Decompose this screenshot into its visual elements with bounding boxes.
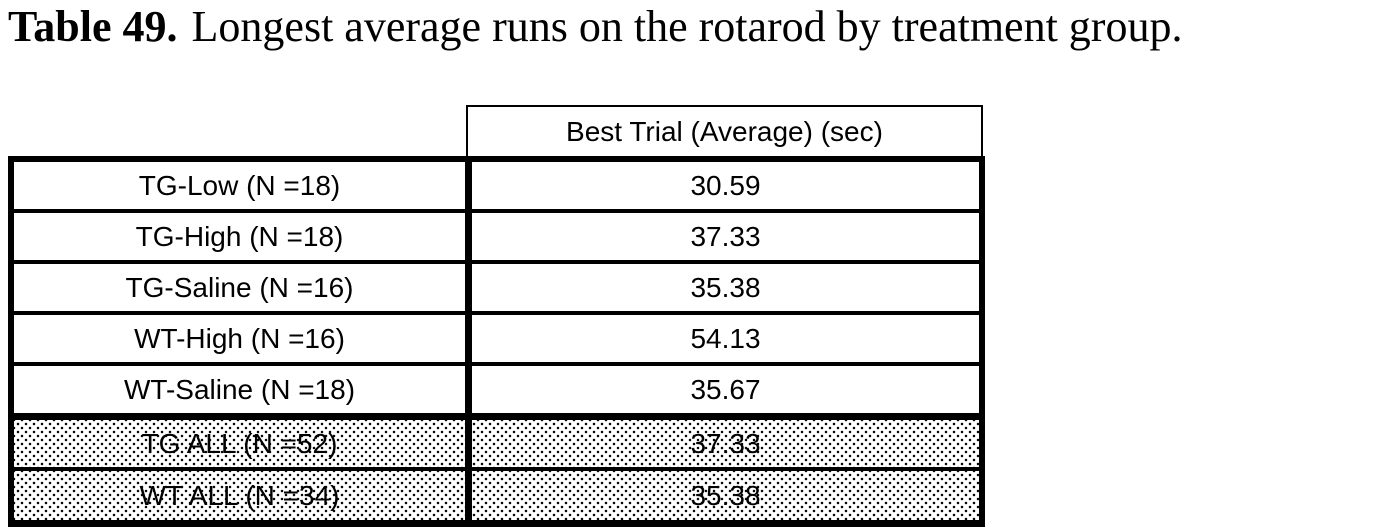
group-cell: WT-High (N =16): [134, 322, 345, 354]
table-caption-number: Table 49.: [8, 2, 178, 51]
value-cell: 35.38: [465, 264, 979, 311]
table-row-summary: TG ALL (N =52) 37.33: [14, 413, 979, 467]
value-cell: 37.33: [465, 213, 979, 260]
group-cell: WT-Saline (N =18): [123, 373, 356, 405]
table-row: TG-Saline (N =16) 35.38: [14, 260, 979, 311]
table-row: TG-High (N =18) 37.33: [14, 209, 979, 260]
table-caption-text: Longest average runs on the rotarod by t…: [191, 2, 1183, 51]
value-cell: 30.59: [465, 162, 979, 209]
table-row-summary: WT ALL (N =34) 35.38: [14, 467, 979, 520]
group-cell: TG-High (N =18): [135, 220, 344, 252]
data-table: TG-Low (N =18) 30.59 TG-High (N =18) 37.…: [8, 156, 985, 527]
table-row: TG-Low (N =18) 30.59: [14, 162, 979, 209]
value-cell: 35.38: [465, 471, 979, 520]
value-column-header: Best Trial (Average) (sec): [466, 105, 983, 156]
value-cell: 35.67: [465, 366, 979, 413]
value-cell: 37.33: [465, 420, 979, 467]
group-cell: TG ALL (N =52): [141, 427, 338, 459]
group-cell: TG-Low (N =18): [138, 169, 341, 201]
table-row: WT-High (N =16) 54.13: [14, 311, 979, 362]
group-cell: WT ALL (N =34): [139, 479, 340, 511]
group-cell: TG-Saline (N =16): [125, 271, 354, 303]
value-cell: 54.13: [465, 315, 979, 362]
table-row: WT-Saline (N =18) 35.67: [14, 362, 979, 413]
table-caption: Table 49. Longest average runs on the rot…: [8, 0, 1182, 54]
